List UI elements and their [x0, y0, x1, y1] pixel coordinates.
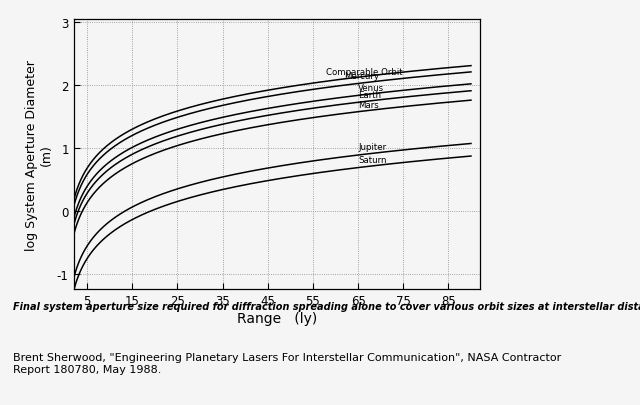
Y-axis label: log System Aperture Diameter
(m): log System Aperture Diameter (m): [25, 60, 52, 250]
X-axis label: Range   (ly): Range (ly): [237, 311, 317, 326]
Text: Earth: Earth: [358, 91, 381, 100]
Text: Venus: Venus: [358, 83, 384, 92]
Text: Saturn: Saturn: [358, 156, 387, 164]
Text: Jupiter: Jupiter: [358, 143, 386, 152]
Text: Brent Sherwood, "Engineering Planetary Lasers For Interstellar Communication", N: Brent Sherwood, "Engineering Planetary L…: [13, 352, 561, 374]
Text: Final system aperture size required for diffraction spreading alone to cover var: Final system aperture size required for …: [13, 302, 640, 312]
Text: Mars: Mars: [358, 100, 379, 109]
Text: Comparable Orbit: Comparable Orbit: [326, 68, 403, 77]
Text: Mercury: Mercury: [344, 72, 380, 81]
